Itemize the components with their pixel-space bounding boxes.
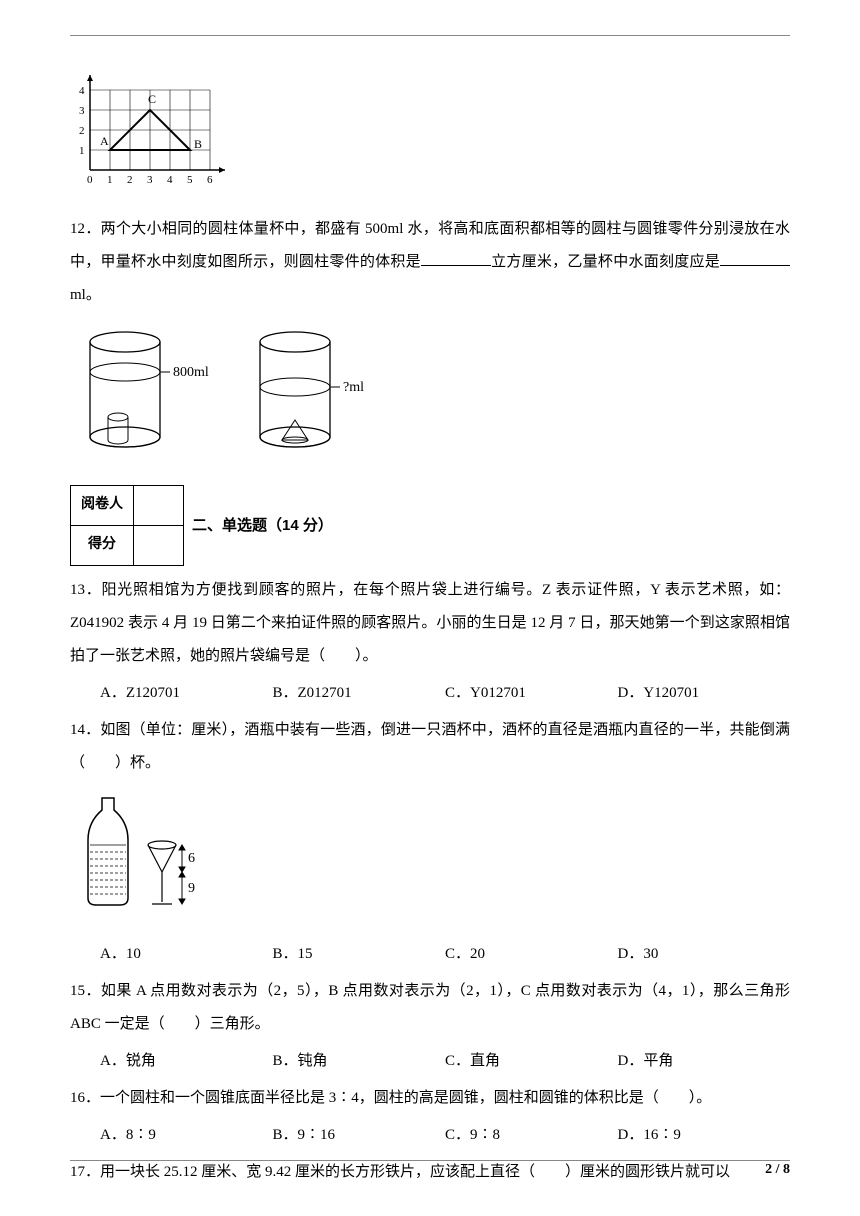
top-rule [70, 35, 790, 36]
bottom-rule [70, 1160, 790, 1161]
cup1-label: 800ml [173, 365, 209, 380]
q13-opt-d: D．Y120701 [618, 677, 791, 710]
q16-options: A．8∶9 B．9∶16 C．9∶8 D．16∶9 [70, 1119, 790, 1152]
svg-text:4: 4 [79, 85, 85, 97]
q16-opt-a: A．8∶9 [100, 1119, 273, 1152]
q14-dim-6: 6 [188, 851, 195, 866]
q14-figure: 6 9 [70, 790, 790, 928]
cup2-label: ?ml [343, 380, 364, 395]
q16-opt-d: D．16∶9 [618, 1119, 791, 1152]
q15-opt-b: B．钝角 [273, 1045, 446, 1078]
q12-blank-2 [720, 251, 790, 266]
score-box-score: 得分 [71, 525, 134, 565]
q15-opt-a: A．锐角 [100, 1045, 273, 1078]
q14-opt-b: B．15 [273, 938, 446, 971]
svg-text:2: 2 [79, 125, 85, 137]
svg-text:A: A [100, 134, 109, 148]
q14-opt-c: C．20 [445, 938, 618, 971]
page-number: 2 / 8 [765, 1155, 790, 1186]
q12-text: 12．两个大小相同的圆柱体量杯中，都盛有 500ml 水，将高和底面积都相等的圆… [70, 213, 790, 312]
q16-text: 16．一个圆柱和一个圆锥底面半径比是 3∶4，圆柱的高是圆锥，圆柱和圆锥的体积比… [70, 1082, 790, 1115]
q15-text: 15．如果 A 点用数对表示为（2，5），B 点用数对表示为（2，1），C 点用… [70, 975, 790, 1041]
q13-opt-c: C．Y012701 [445, 677, 618, 710]
svg-text:B: B [194, 137, 202, 151]
q12-text-b: 立方厘米，乙量杯中水面刻度应是 [491, 254, 720, 270]
svg-text:4: 4 [167, 174, 173, 186]
q14-options: A．10 B．15 C．20 D．30 [70, 938, 790, 971]
svg-text:3: 3 [147, 174, 153, 186]
q12-blank-1 [421, 251, 491, 266]
q12-figure: 800ml ?ml [70, 322, 790, 475]
q14-text: 14．如图（单位：厘米），酒瓶中装有一些酒，倒进一只酒杯中，酒杯的直径是酒瓶内直… [70, 714, 790, 780]
section-2-title: 二、单选题（14 分） [192, 509, 333, 542]
svg-text:5: 5 [187, 174, 193, 186]
q13-opt-a: A．Z120701 [100, 677, 273, 710]
score-box-examiner: 阅卷人 [71, 486, 134, 526]
q12-text-c: ml。 [70, 287, 101, 303]
svg-text:0: 0 [87, 174, 93, 186]
q11-figure: A B C 0 1 2 3 4 5 6 1 2 3 4 [70, 70, 790, 203]
q15-options: A．锐角 B．钝角 C．直角 D．平角 [70, 1045, 790, 1078]
q13-opt-b: B．Z012701 [273, 677, 446, 710]
q14-opt-a: A．10 [100, 938, 273, 971]
svg-text:1: 1 [107, 174, 113, 186]
q15-opt-c: C．直角 [445, 1045, 618, 1078]
q14-dim-9: 9 [188, 881, 195, 896]
svg-text:C: C [148, 92, 156, 106]
q15-opt-d: D．平角 [618, 1045, 791, 1078]
svg-text:2: 2 [127, 174, 133, 186]
q16-opt-b: B．9∶16 [273, 1119, 446, 1152]
svg-text:3: 3 [79, 105, 85, 117]
q16-opt-c: C．9∶8 [445, 1119, 618, 1152]
q13-text: 13．阳光照相馆为方便找到顾客的照片，在每个照片袋上进行编号。Z 表示证件照，Y… [70, 574, 790, 673]
section-2-row: 阅卷人 得分 二、单选题（14 分） [70, 485, 790, 566]
score-box: 阅卷人 得分 [70, 485, 184, 566]
q13-options: A．Z120701 B．Z012701 C．Y012701 D．Y120701 [70, 677, 790, 710]
svg-text:6: 6 [207, 174, 213, 186]
q14-opt-d: D．30 [618, 938, 791, 971]
svg-text:1: 1 [79, 145, 85, 157]
